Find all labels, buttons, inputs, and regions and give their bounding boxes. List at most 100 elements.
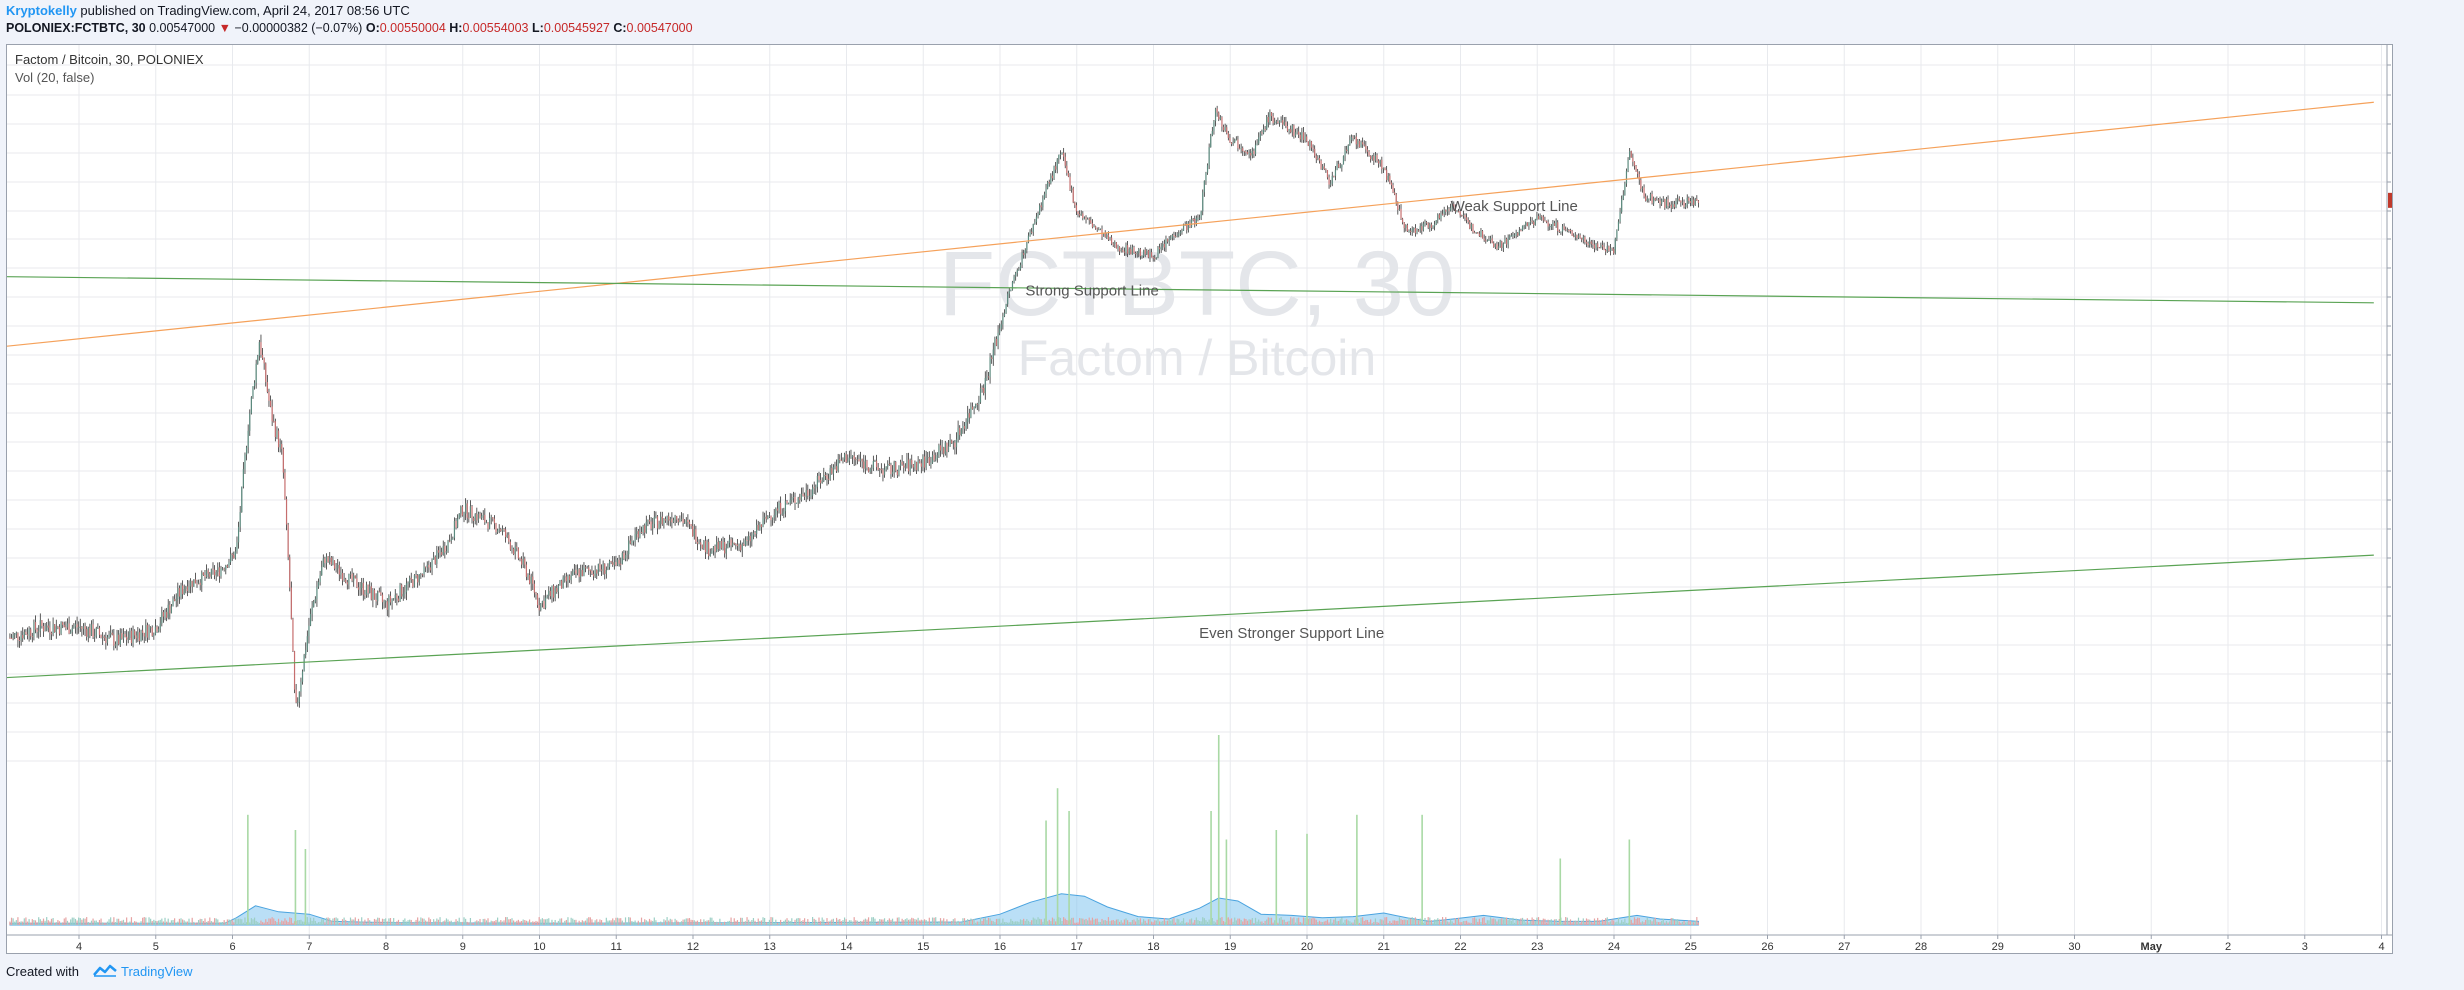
volume-bar — [397, 919, 400, 925]
volume-bar — [792, 922, 795, 925]
chart-legend-title: Factom / Bitcoin, 30, POLONIEX — [15, 52, 204, 67]
candle-body — [602, 563, 604, 571]
volume-bar — [1282, 919, 1284, 925]
candle-body — [887, 463, 889, 467]
volume-bar — [1184, 922, 1186, 925]
volume-legend: Vol (20, false) — [15, 70, 95, 85]
candle-body — [426, 564, 428, 568]
volume-bar — [765, 921, 767, 925]
candle-body — [22, 635, 24, 639]
candle-body — [1381, 159, 1383, 170]
candle-body — [268, 391, 270, 401]
volume-bar — [1402, 920, 1404, 925]
candle-body — [770, 515, 772, 521]
volume-bar — [1579, 922, 1581, 925]
candle-body — [274, 421, 276, 438]
candle-body — [1542, 216, 1544, 221]
candle-body — [265, 363, 267, 383]
candle-body — [1051, 175, 1054, 179]
time-axis-label: 11 — [611, 941, 622, 953]
candle-body — [1206, 165, 1209, 173]
volume-bar — [28, 919, 30, 925]
candle-body — [18, 640, 21, 642]
volume-bar — [1339, 919, 1341, 925]
candle-body — [528, 575, 531, 584]
volume-bar — [1646, 917, 1648, 925]
candle-body — [885, 466, 887, 470]
candle-body — [94, 635, 96, 638]
candle-body — [1363, 144, 1365, 146]
candle-body — [1689, 201, 1692, 203]
candle-body — [148, 627, 150, 638]
chart-area[interactable]: FCTBTC, 30 Factom / Bitcoin Strong Support… — [6, 44, 2393, 954]
candle-body — [594, 569, 596, 577]
volume-bar — [314, 921, 316, 925]
volume-bar — [497, 917, 499, 925]
volume-bar — [615, 917, 617, 925]
volume-bar — [1358, 922, 1361, 925]
volume-bar — [864, 918, 866, 925]
volume-bar — [124, 922, 126, 925]
candle-body — [121, 633, 123, 639]
candle-body — [41, 620, 43, 627]
candle-body — [599, 563, 601, 570]
candle-body — [685, 519, 687, 523]
candle-body — [760, 524, 763, 528]
candle-body — [687, 519, 689, 522]
candle-body — [714, 546, 716, 552]
candle-body — [46, 625, 48, 631]
candle-body — [1307, 141, 1309, 146]
candle-body — [87, 627, 89, 637]
candle-body — [1310, 141, 1313, 148]
candle-body — [946, 442, 948, 452]
candle-body — [351, 573, 353, 581]
volume-bar — [1384, 917, 1386, 925]
candle-body — [882, 470, 884, 475]
volume-bar — [1611, 919, 1613, 925]
volume-bar — [930, 922, 932, 925]
volume-bar — [620, 918, 622, 925]
candle-body — [1661, 200, 1663, 204]
volume-bar — [49, 921, 51, 925]
candle-body — [1293, 125, 1295, 136]
candle-body — [119, 633, 121, 645]
volume-bar — [1122, 922, 1124, 925]
volume-bar — [12, 918, 14, 925]
volume-bar — [1374, 918, 1377, 925]
volume-bar — [1373, 921, 1375, 925]
candle-body — [1058, 154, 1060, 160]
candle-body — [60, 622, 62, 634]
volume-bar — [1064, 918, 1066, 925]
volume-bar — [1302, 917, 1305, 925]
candle-body — [914, 462, 916, 468]
volume-bar — [351, 919, 353, 925]
volume-bar — [105, 922, 107, 925]
candle-body — [140, 630, 142, 641]
volume-bar — [1448, 922, 1450, 925]
candle-body — [906, 459, 908, 467]
volume-bar — [245, 922, 248, 925]
candle-body — [1609, 248, 1612, 252]
volume-bar — [853, 917, 855, 925]
candle-body — [983, 387, 985, 394]
volume-bar — [321, 919, 323, 925]
volume-bar — [1438, 919, 1440, 925]
author-link[interactable]: Kryptokelly — [6, 3, 77, 18]
volume-bar — [711, 917, 713, 925]
volume-bar — [18, 921, 21, 925]
volume-bar — [674, 918, 676, 925]
volume-bar — [693, 920, 695, 925]
volume-bar — [410, 919, 412, 925]
volume-bar — [788, 920, 790, 925]
candle-body — [1063, 152, 1065, 157]
candle-body — [383, 601, 385, 603]
volume-bar — [44, 920, 46, 925]
candle-body — [1069, 176, 1071, 191]
volume-bar — [121, 920, 123, 925]
candle-body — [258, 342, 260, 356]
volume-bar — [90, 920, 93, 925]
volume-bar — [103, 922, 105, 925]
volume-bar — [201, 919, 203, 925]
tradingview-link[interactable]: TradingView — [120, 964, 193, 979]
